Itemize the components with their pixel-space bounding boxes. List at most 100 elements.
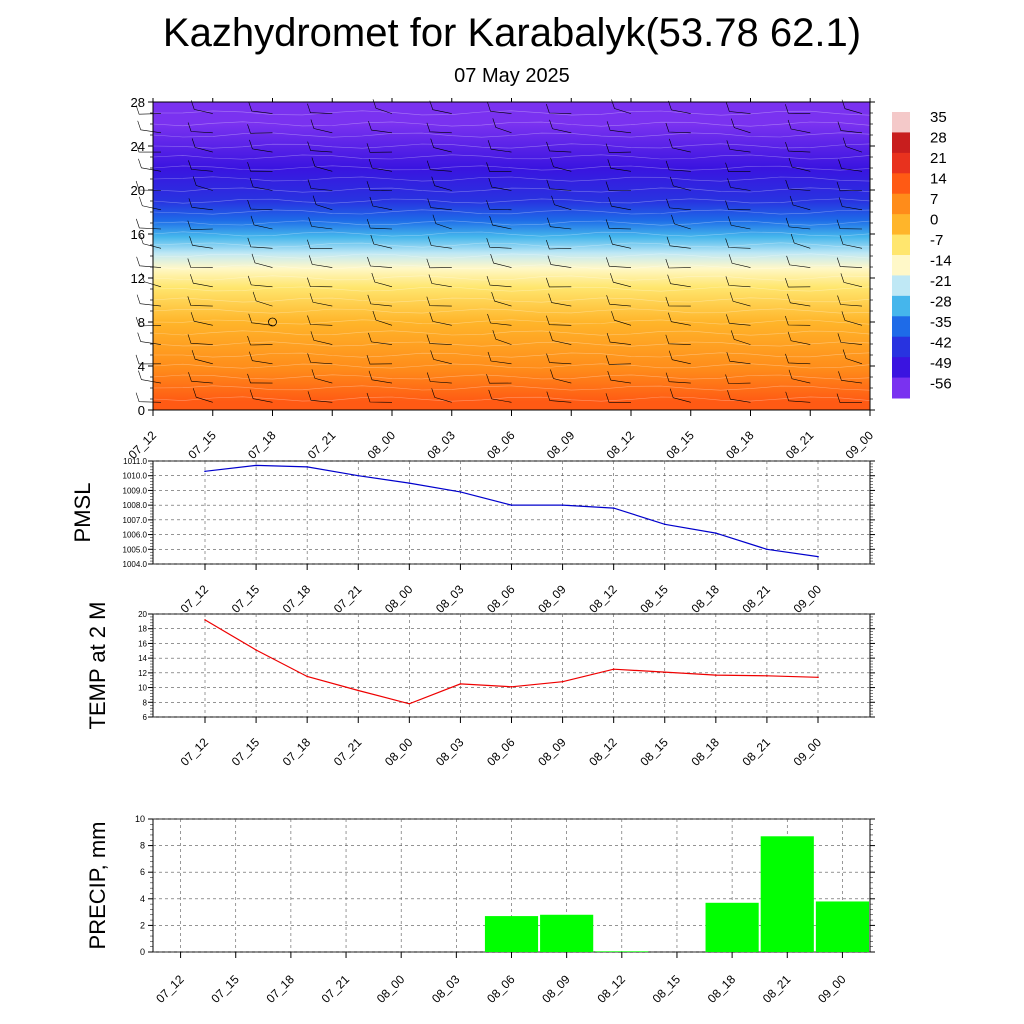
xtick-label: 07_21 (331, 735, 365, 769)
wind-barb (368, 121, 393, 134)
heatmap-xtick-label: 08_21 (783, 428, 817, 462)
wind-barb (135, 143, 161, 153)
wind-barb (727, 390, 751, 403)
heatmap-xtick-label: 08_03 (424, 428, 458, 462)
temperature-shading (153, 102, 870, 410)
heatmap-xtick-label: 08_15 (663, 428, 697, 462)
series-point (510, 686, 513, 688)
wind-barb (669, 138, 691, 153)
temperature-contour (152, 231, 871, 237)
wind-barb (546, 103, 572, 114)
panel-frame (152, 613, 871, 718)
wind-barb (546, 391, 572, 403)
wind-barb (666, 236, 691, 249)
wind-barb (136, 256, 162, 268)
xtick-label: 07_12 (153, 972, 187, 1006)
wind-barb (192, 388, 213, 403)
wind-barb (135, 316, 162, 327)
heatmap-xtick-label: 08_18 (723, 428, 757, 462)
wind-barb (605, 181, 631, 191)
wind-barb (842, 349, 863, 365)
wind-barb (790, 233, 811, 249)
colorbar-segment (892, 357, 910, 379)
wind-barb (728, 254, 751, 268)
ytick-label: 6 (140, 867, 145, 877)
wind-barb (135, 105, 162, 115)
panel-frame (152, 460, 871, 565)
wind-barb (841, 311, 863, 326)
ytick-label: 10 (135, 814, 145, 824)
wind-barb (670, 176, 691, 191)
wind-barb (606, 257, 632, 268)
wind-barb (726, 314, 751, 326)
xtick-label: 07_12 (178, 735, 212, 769)
xtick-label: 08_03 (429, 972, 463, 1006)
ytick-label: 8 (140, 841, 145, 851)
wind-barb (311, 369, 333, 384)
wind-barb (426, 160, 452, 172)
wind-barb (668, 100, 691, 114)
wind-barb (492, 118, 512, 134)
wind-barb (727, 216, 751, 230)
heatmap-ytick-label: 24 (131, 139, 145, 154)
wind-barb (247, 275, 273, 288)
wind-barb (137, 120, 162, 134)
wind-barb (610, 273, 632, 288)
wind-barb (136, 294, 162, 307)
heatmap-xtick-label: 08_00 (365, 428, 399, 462)
wind-barb (607, 371, 632, 384)
heatmap-ytick-label: 20 (131, 183, 145, 198)
wind-barb (671, 214, 691, 230)
wind-barb (188, 160, 213, 172)
xtick-label: 07_15 (229, 735, 263, 769)
ytick-label: 10 (138, 684, 147, 693)
ytick-label: 1004.0 (123, 560, 148, 569)
xtick-label: 08_15 (637, 735, 671, 769)
wind-barb (187, 334, 213, 345)
wind-barb (430, 350, 452, 365)
ytick-label: 1006.0 (123, 531, 148, 540)
colorbar-segment (892, 295, 910, 317)
ytick-label: 8 (143, 698, 148, 707)
y-axis-label: PMSL (70, 483, 95, 543)
xtick-label: 08_15 (637, 582, 671, 616)
wind-barb (247, 124, 273, 134)
ytick-label: 6 (143, 713, 148, 722)
wind-barb (605, 143, 632, 153)
wind-barb (841, 99, 863, 114)
wind-barb (546, 353, 572, 365)
colorbar-label: -56 (930, 376, 952, 393)
series-point (715, 674, 717, 676)
colorbar-segment (892, 152, 910, 174)
ytick-label: 1005.0 (123, 545, 148, 554)
xtick-label: 08_18 (688, 582, 722, 616)
wind-barb (665, 372, 691, 384)
wind-barb (135, 180, 162, 191)
heatmap-xtick-label: 08_12 (604, 428, 638, 462)
wind-barb (665, 334, 691, 345)
xtick-label: 08_03 (433, 735, 467, 769)
temperature-contour (152, 154, 871, 160)
xtick-label: 08_06 (484, 972, 518, 1006)
wind-barb (665, 160, 691, 172)
wind-barb (426, 296, 452, 307)
wind-barb (668, 350, 691, 365)
wind-barb (666, 198, 691, 211)
colorbar-segment (892, 173, 910, 195)
ytick-label: 1008.0 (123, 501, 148, 510)
series-point (817, 555, 819, 558)
xtick-label: 08_00 (382, 735, 416, 769)
series-point (561, 504, 564, 506)
colorbar-label: -7 (930, 232, 943, 249)
temperature-contour (152, 297, 871, 303)
precip-chart: 0 2 4 6 8 10 07_12 07_15 07_18 07_21 08_00 08_03 08_… (85, 814, 875, 1006)
wind-barb (432, 214, 452, 230)
temperature-contour (152, 143, 871, 149)
wind-barb (787, 119, 811, 134)
precip-bar (705, 902, 759, 952)
wind-barb (187, 296, 213, 307)
wind-barb (605, 355, 632, 365)
wind-barb (187, 220, 213, 230)
wind-barb (187, 258, 213, 268)
wind-barb (785, 104, 811, 114)
